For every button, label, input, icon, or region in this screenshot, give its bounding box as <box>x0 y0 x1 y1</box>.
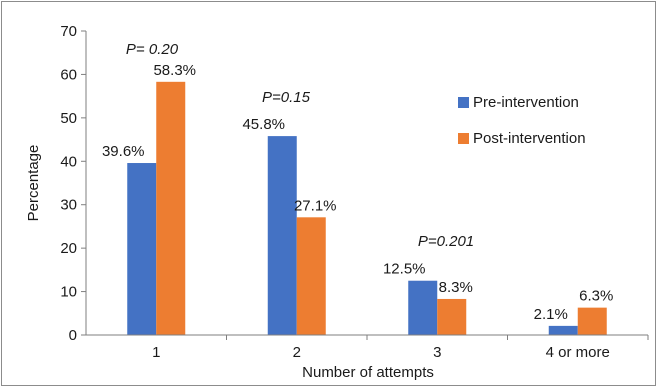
x-tick-label: 4 or more <box>546 344 610 361</box>
legend-label-post: Post-intervention <box>473 130 586 147</box>
x-tick-label: 2 <box>293 344 301 361</box>
bar-pre-2 <box>267 136 297 335</box>
y-tick-label: 70 <box>60 23 77 40</box>
y-tick-label: 50 <box>60 110 77 127</box>
x-tick-label: 3 <box>433 344 441 361</box>
legend-swatch-pre <box>458 97 469 108</box>
y-tick-label: 60 <box>60 66 77 83</box>
y-tick-label: 10 <box>60 284 77 301</box>
y-tick-label: 30 <box>60 197 77 214</box>
y-axis-title: Percentage <box>25 145 42 222</box>
chart-frame: 39.6% 58.3% 45.8% 27.1% 12.5% 8.3% 2.1% 6.3% 0 1… <box>1 1 656 386</box>
p-value-annotation-3: P=0.201 <box>418 233 474 250</box>
data-label-post-4: 6.3% <box>579 288 613 305</box>
bar-post-3 <box>437 298 467 335</box>
legend-swatch-post <box>458 133 469 144</box>
plot-area: 39.6% 58.3% 45.8% 27.1% 12.5% 8.3% 2.1% 6.3% <box>102 62 613 335</box>
y-axis-ticks: 0 10 20 30 40 50 60 70 <box>60 23 86 344</box>
data-label-post-3: 8.3% <box>439 279 473 296</box>
bar-post-4 <box>577 307 607 335</box>
bar-post-2 <box>296 217 326 335</box>
data-label-pre-4: 2.1% <box>534 306 568 323</box>
y-tick-label: 40 <box>60 153 77 170</box>
bar-chart: 39.6% 58.3% 45.8% 27.1% 12.5% 8.3% 2.1% 6.3% 0 1… <box>25 23 649 381</box>
data-label-pre-2: 45.8% <box>242 116 285 133</box>
x-tick-label: 1 <box>152 344 160 361</box>
legend: Pre-intervention Post-intervention <box>458 94 586 147</box>
data-label-pre-1: 39.6% <box>102 143 145 160</box>
legend-label-pre: Pre-intervention <box>473 94 579 111</box>
p-value-annotation-2: P=0.15 <box>262 89 311 106</box>
p-value-annotation-1: P= 0.20 <box>126 41 179 58</box>
x-axis-ticks: 1 2 3 4 or more <box>152 335 649 361</box>
x-axis-title: Number of attempts <box>302 364 434 381</box>
data-label-post-2: 27.1% <box>294 197 337 214</box>
data-label-post-1: 58.3% <box>153 62 196 79</box>
y-tick-label: 20 <box>60 240 77 257</box>
bar-post-1 <box>156 81 186 335</box>
y-tick-label: 0 <box>69 327 77 344</box>
bar-pre-1 <box>127 163 157 335</box>
bar-pre-3 <box>408 280 438 335</box>
data-label-pre-3: 12.5% <box>383 261 426 278</box>
bar-pre-4 <box>548 325 578 335</box>
